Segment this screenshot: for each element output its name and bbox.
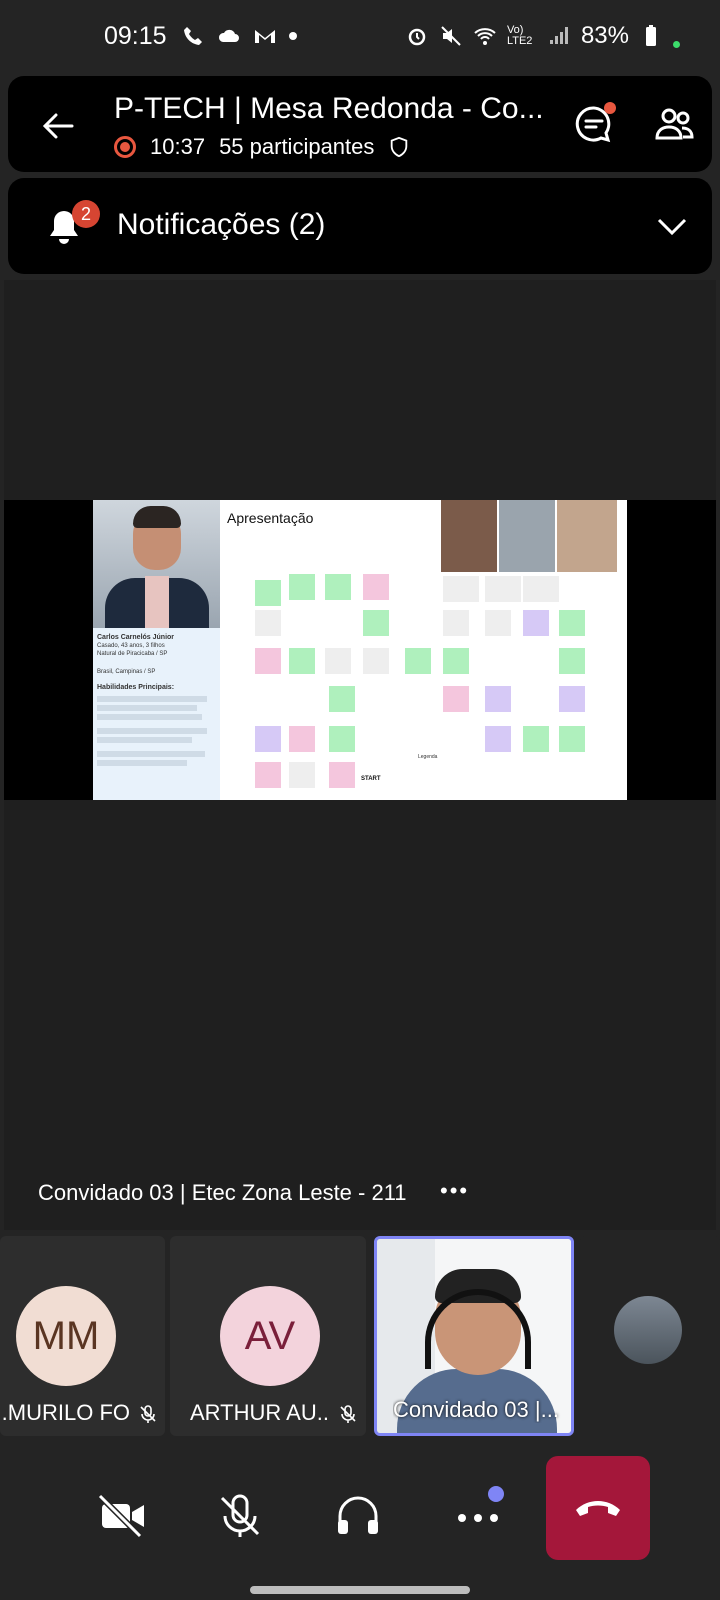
slide-title: Apresentação [227,510,314,526]
dot-icon [288,32,297,40]
headset-icon [425,1289,531,1369]
chevron-down-icon[interactable] [656,214,688,238]
more-icon[interactable] [450,1488,506,1544]
battery-level: 83% [580,22,629,49]
shared-screen-owner: Convidado 03 | Etec Zona Leste - 211 [38,1180,407,1205]
bio-location: Brasil, Campinas / SP [97,669,156,675]
participant-name: ARTHUR AU... [190,1400,330,1425]
signal-icon [549,27,568,44]
slide-photo-3 [557,500,617,572]
alarm-icon [408,28,426,46]
participant-tile[interactable] [580,1236,720,1436]
notifications-bar[interactable]: 2 Notificações (2) [8,178,712,274]
more-options-icon[interactable]: ••• [440,1178,470,1203]
shield-icon [391,136,408,158]
bell-icon [50,211,78,244]
mic-off-icon[interactable] [212,1488,268,1544]
volte-icon: Vo) LTE2 [506,24,533,47]
back-arrow-icon[interactable] [38,106,78,146]
bio-origin: Natural de Piracicaba / SP [97,651,168,657]
phone-icon [183,27,202,45]
cloud-icon [218,29,239,42]
call-header: P-TECH | Mesa Redonda - Co... 10:37 55 p… [8,76,712,172]
mute-icon [441,26,461,46]
camera-off-icon[interactable] [94,1488,150,1544]
slide-photo-2 [499,500,555,572]
home-indicator[interactable] [250,1586,470,1594]
participant-name: MURILO FO... [0,1400,130,1425]
avatar [614,1296,682,1364]
battery-icon [646,25,656,46]
shared-slide: Carlos Carnelós Júnior Casado, 43 anos, … [93,500,627,800]
notification-badge: 2 [72,200,100,228]
profile-photo [93,500,220,628]
avatar: AV [220,1286,320,1386]
green-dot-icon [673,40,680,48]
bio-skills-title: Habilidades Principais: [97,684,175,691]
participants-icon[interactable] [654,104,694,144]
meeting-title[interactable]: P-TECH | Mesa Redonda - Co... [114,92,544,125]
participant-name: Convidado 03 |... [393,1397,559,1422]
call-duration: 10:37 [150,134,206,159]
chat-unread-dot [604,102,616,114]
mic-off-icon [340,1405,356,1423]
participant-tile-active[interactable]: Convidado 03 |... [374,1236,574,1436]
meeting-meta: 10:37 55 participantes [114,134,410,160]
participant-tile[interactable]: MM MURILO FO... [0,1236,165,1436]
gmail-icon [254,30,275,43]
slide-start-label: START [361,776,381,782]
status-bar: 09:15 Vo) LTE2 83% [0,0,720,72]
participant-count: 55 participantes [219,134,375,159]
headphones-icon[interactable] [330,1488,386,1544]
recording-icon [114,136,136,158]
more-badge [488,1486,504,1502]
wifi-icon [474,28,496,45]
participant-tile[interactable]: AV ARTHUR AU... [170,1236,366,1436]
bio-details: Casado, 43 anos, 3 filhos [97,643,165,649]
bio-name: Carlos Carnelós Júnior [97,634,175,641]
participant-strip: MM MURILO FO... AV ARTHUR AU... Convidad… [0,1236,720,1436]
phone-hangup-icon [576,1501,620,1516]
status-time: 09:15 [104,21,167,50]
mic-off-icon [140,1405,156,1423]
avatar: MM [16,1286,116,1386]
notifications-label: Notificações (2) [117,208,326,241]
chat-icon[interactable] [574,104,614,144]
hang-up-button[interactable] [546,1456,650,1560]
slide-legend: Legenda [418,754,438,760]
slide-photo-1 [441,500,497,572]
call-controls [0,1440,720,1600]
bio-panel: Carlos Carnelós Júnior Casado, 43 anos, … [93,628,220,800]
